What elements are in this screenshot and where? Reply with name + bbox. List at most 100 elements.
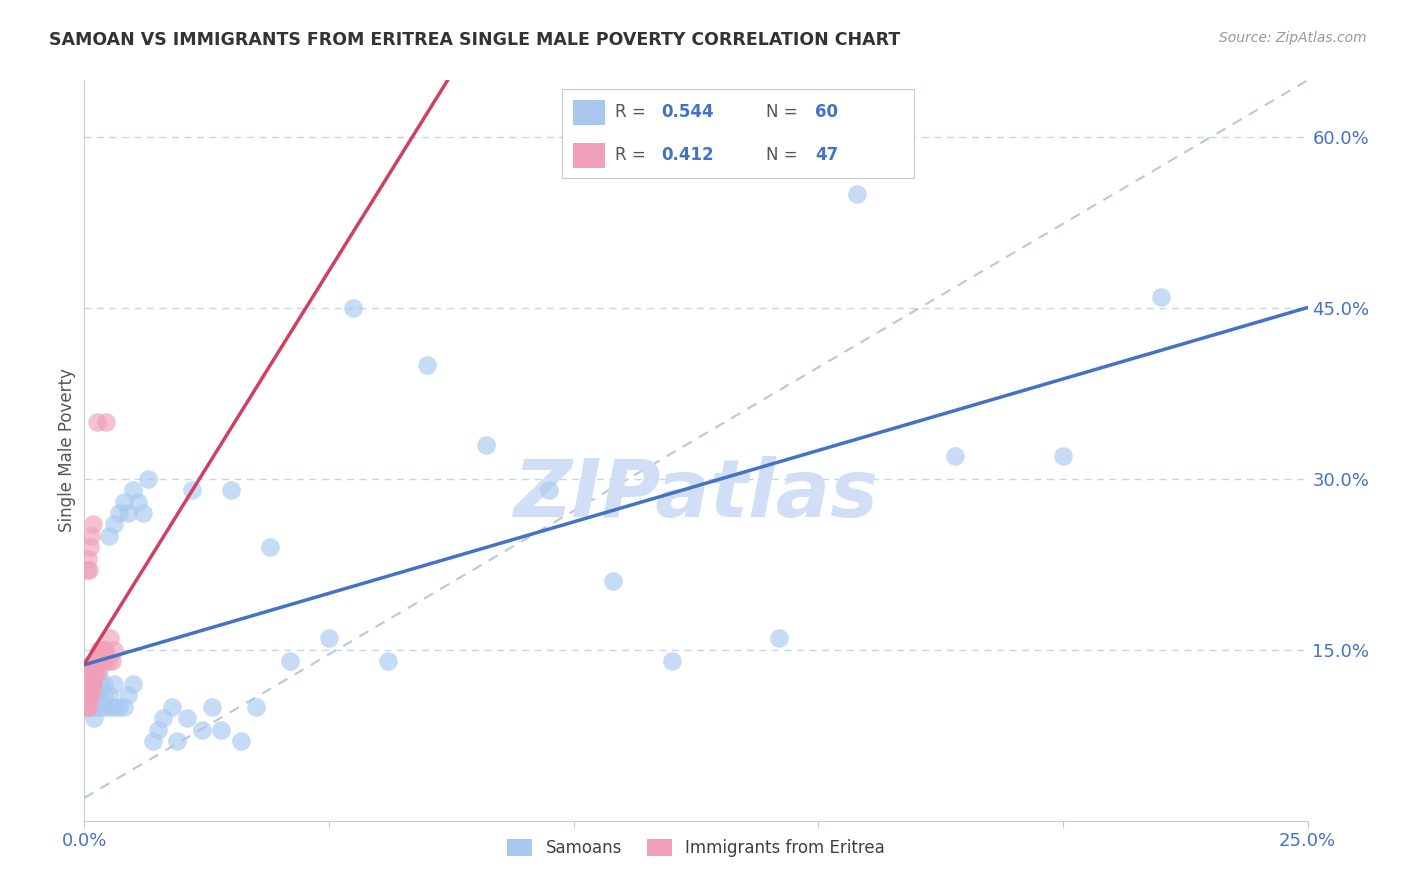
FancyBboxPatch shape	[574, 143, 605, 168]
Point	[93, 677, 115, 691]
Point	[75, 699, 97, 714]
Point	[1150, 290, 1173, 304]
Point	[83, 654, 105, 668]
Point	[83, 665, 105, 680]
Point	[152, 711, 174, 725]
Point	[76, 563, 98, 577]
Point	[77, 699, 100, 714]
Point	[80, 529, 103, 543]
Point	[219, 483, 242, 498]
Text: SAMOAN VS IMMIGRANTS FROM ERITREA SINGLE MALE POVERTY CORRELATION CHART: SAMOAN VS IMMIGRANTS FROM ERITREA SINGLE…	[49, 31, 900, 49]
Point	[86, 654, 108, 668]
Point	[112, 494, 135, 508]
Point	[83, 665, 105, 680]
Point	[181, 483, 204, 498]
Point	[87, 642, 110, 657]
Point	[342, 301, 364, 315]
Point	[80, 677, 103, 691]
Point	[127, 494, 149, 508]
Point	[259, 541, 281, 555]
Point	[846, 187, 869, 202]
Point	[75, 677, 97, 691]
Point	[117, 506, 139, 520]
Point	[122, 677, 145, 691]
Point	[82, 517, 104, 532]
Point	[132, 506, 155, 520]
Point	[122, 483, 145, 498]
Point	[83, 711, 105, 725]
Text: R =: R =	[616, 103, 651, 121]
Point	[112, 699, 135, 714]
Point	[96, 415, 118, 429]
Point	[77, 677, 100, 691]
Point	[91, 654, 114, 668]
Point	[87, 654, 110, 668]
Point	[97, 699, 120, 714]
Point	[79, 677, 101, 691]
Point	[661, 654, 683, 668]
Point	[87, 677, 110, 691]
Point	[79, 689, 101, 703]
Y-axis label: Single Male Poverty: Single Male Poverty	[58, 368, 76, 533]
Point	[103, 699, 125, 714]
Point	[93, 654, 115, 668]
Point	[79, 541, 101, 555]
Point	[76, 551, 98, 566]
Point	[76, 689, 98, 703]
Point	[245, 699, 267, 714]
Point	[98, 632, 121, 646]
Point	[416, 358, 439, 372]
Point	[229, 734, 252, 748]
Point	[83, 699, 105, 714]
Point	[86, 415, 108, 429]
Point	[538, 483, 561, 498]
Text: 0.544: 0.544	[661, 103, 713, 121]
Point	[176, 711, 198, 725]
Point	[80, 665, 103, 680]
Point	[107, 699, 129, 714]
Point	[84, 654, 107, 668]
Text: 60: 60	[815, 103, 838, 121]
FancyBboxPatch shape	[574, 100, 605, 125]
Point	[1052, 449, 1074, 463]
Point	[77, 689, 100, 703]
Point	[136, 472, 159, 486]
Point	[200, 699, 222, 714]
Point	[100, 654, 122, 668]
Point	[77, 699, 100, 714]
Point	[87, 665, 110, 680]
Point	[77, 677, 100, 691]
Point	[84, 654, 107, 668]
Point	[90, 642, 112, 657]
Point	[83, 689, 105, 703]
Point	[103, 677, 125, 691]
Point	[93, 642, 115, 657]
Point	[943, 449, 966, 463]
Point	[77, 563, 100, 577]
Text: N =: N =	[766, 103, 803, 121]
Point	[82, 677, 104, 691]
Legend: Samoans, Immigrants from Eritrea: Samoans, Immigrants from Eritrea	[501, 832, 891, 864]
Text: Source: ZipAtlas.com: Source: ZipAtlas.com	[1219, 31, 1367, 45]
Point	[94, 642, 117, 657]
Text: 47: 47	[815, 145, 839, 164]
Point	[768, 632, 790, 646]
Point	[87, 654, 110, 668]
Point	[107, 506, 129, 520]
Point	[117, 689, 139, 703]
Text: 0.412: 0.412	[661, 145, 713, 164]
Point	[602, 574, 624, 589]
Point	[162, 699, 184, 714]
Point	[97, 529, 120, 543]
Point	[82, 677, 104, 691]
Point	[166, 734, 188, 748]
Point	[80, 689, 103, 703]
Point	[82, 665, 104, 680]
Point	[75, 699, 97, 714]
Point	[87, 699, 110, 714]
Point	[97, 689, 120, 703]
Point	[474, 438, 496, 452]
Point	[278, 654, 301, 668]
Point	[76, 689, 98, 703]
Point	[86, 665, 108, 680]
